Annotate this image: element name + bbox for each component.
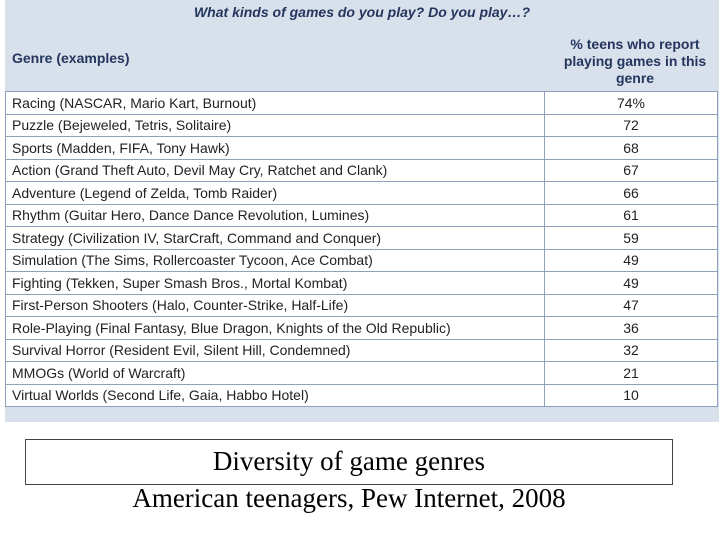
table-row: Survival Horror (Resident Evil, Silent H… — [5, 338, 718, 362]
table-row: Strategy (Civilization IV, StarCraft, Co… — [5, 226, 718, 250]
percent-cell: 74% — [544, 91, 718, 115]
percent-cell: 67 — [544, 158, 718, 182]
genre-cell: Virtual Worlds (Second Life, Gaia, Habbo… — [5, 383, 545, 407]
percent-column-header: % teens who report playing games in this… — [545, 36, 720, 87]
percent-cell: 49 — [544, 248, 718, 272]
percent-cell: 59 — [544, 226, 718, 250]
table-row: Role-Playing (Final Fantasy, Blue Dragon… — [5, 316, 718, 340]
genre-cell: Puzzle (Bejeweled, Tetris, Solitaire) — [5, 113, 545, 137]
percent-cell: 72 — [544, 113, 718, 137]
genre-cell: Survival Horror (Resident Evil, Silent H… — [5, 338, 545, 362]
table-row: Virtual Worlds (Second Life, Gaia, Habbo… — [5, 383, 718, 407]
table-row: Rhythm (Guitar Hero, Dance Dance Revolut… — [5, 203, 718, 227]
table-title: What kinds of games do you play? Do you … — [193, 4, 531, 20]
genre-cell: Fighting (Tekken, Super Smash Bros., Mor… — [5, 271, 545, 295]
table-row: Puzzle (Bejeweled, Tetris, Solitaire) 72 — [5, 113, 718, 137]
genre-cell: Action (Grand Theft Auto, Devil May Cry,… — [5, 158, 545, 182]
table-row: Action (Grand Theft Auto, Devil May Cry,… — [5, 158, 718, 182]
percent-cell: 10 — [544, 383, 718, 407]
table-row: Simulation (The Sims, Rollercoaster Tyco… — [5, 248, 718, 272]
genre-cell: Role-Playing (Final Fantasy, Blue Dragon… — [5, 316, 545, 340]
percent-cell: 47 — [544, 293, 718, 317]
genre-cell: First-Person Shooters (Halo, Counter-Str… — [5, 293, 545, 317]
caption-title: Diversity of game genres — [212, 446, 486, 476]
percent-cell: 68 — [544, 136, 718, 160]
genre-cell: Rhythm (Guitar Hero, Dance Dance Revolut… — [5, 203, 545, 227]
table-row: Adventure (Legend of Zelda, Tomb Raider)… — [5, 181, 718, 205]
caption-box — [25, 439, 673, 485]
genre-cell: Strategy (Civilization IV, StarCraft, Co… — [5, 226, 545, 250]
percent-header-line: playing games in this — [563, 53, 707, 69]
percent-cell: 36 — [544, 316, 718, 340]
percent-cell: 21 — [544, 361, 718, 385]
table-row: First-Person Shooters (Halo, Counter-Str… — [5, 293, 718, 317]
percent-cell: 61 — [544, 203, 718, 227]
genre-cell: Adventure (Legend of Zelda, Tomb Raider) — [5, 181, 545, 205]
percent-header-line: % teens who report — [570, 36, 700, 52]
percent-cell: 66 — [544, 181, 718, 205]
table-row: Racing (NASCAR, Mario Kart, Burnout) 74% — [5, 91, 718, 115]
caption-source: American teenagers, Pew Internet, 2008 — [132, 483, 566, 513]
percent-cell: 49 — [544, 271, 718, 295]
genre-cell: Sports (Madden, FIFA, Tony Hawk) — [5, 136, 545, 160]
percent-cell: 32 — [544, 338, 718, 362]
table-row: Sports (Madden, FIFA, Tony Hawk) 68 — [5, 136, 718, 160]
genre-cell: MMOGs (World of Warcraft) — [5, 361, 545, 385]
percent-header-line: genre — [615, 70, 655, 86]
table-row: Fighting (Tekken, Super Smash Bros., Mor… — [5, 271, 718, 295]
genre-column-header: Genre (examples) — [12, 50, 130, 66]
table-row: MMOGs (World of Warcraft) 21 — [5, 361, 718, 385]
genre-cell: Simulation (The Sims, Rollercoaster Tyco… — [5, 248, 545, 272]
genre-cell: Racing (NASCAR, Mario Kart, Burnout) — [5, 91, 545, 115]
genre-rows: Racing (NASCAR, Mario Kart, Burnout) 74% P… — [5, 91, 718, 407]
